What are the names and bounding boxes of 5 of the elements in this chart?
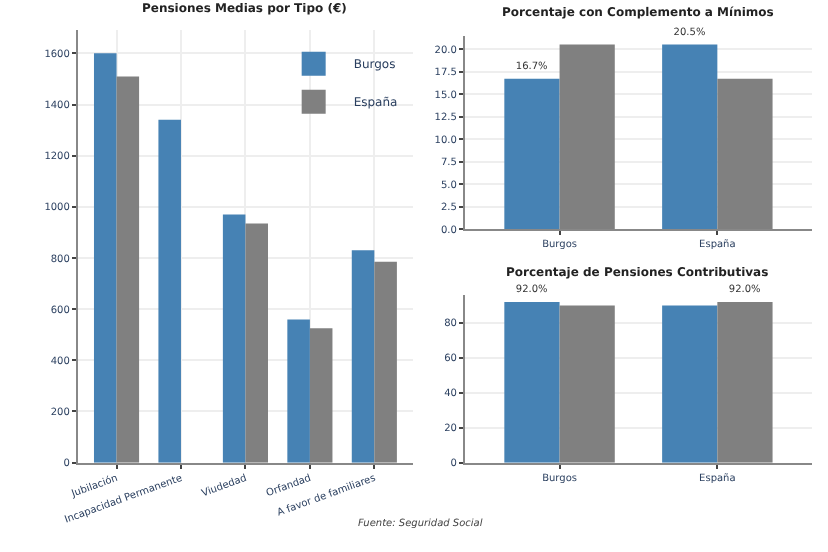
bar (222, 214, 246, 463)
bar (158, 119, 181, 463)
bar (287, 319, 310, 463)
bar (351, 250, 375, 463)
bar (93, 53, 117, 463)
